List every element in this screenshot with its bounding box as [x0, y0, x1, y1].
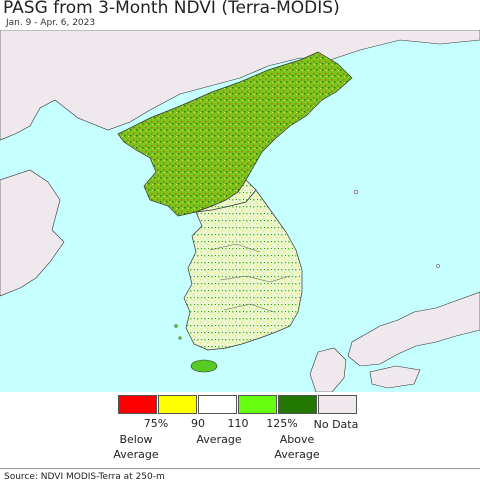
legend-swatch-90-110 — [198, 395, 237, 414]
map-date-range: Jan. 9 - Apr. 6, 2023 — [6, 18, 96, 28]
north-korea-landmass — [117, 51, 353, 217]
china-west-coast — [0, 169, 65, 297]
legend-swatch-no-data — [318, 395, 357, 414]
japan-landmass — [347, 291, 480, 367]
dmz-boundary — [195, 189, 257, 213]
south-korea-landmass — [183, 179, 303, 351]
ndvi-map — [0, 30, 480, 392]
japan-kyushu — [309, 347, 347, 392]
legend-tick: 75% — [143, 417, 169, 430]
legend-tick: 110 — [227, 417, 249, 430]
legend-category-below: Below Average — [113, 433, 159, 461]
legend-tick: 90 — [191, 417, 205, 430]
legend-swatch-75-90 — [158, 395, 197, 414]
legend-tick: 125% — [266, 417, 298, 430]
province-lines — [209, 243, 291, 313]
legend-category-nodata: No Data — [313, 418, 359, 431]
map-source: Source: NDVI MODIS-Terra at 250-m — [0, 468, 480, 485]
legend-category-above: Above Average — [274, 433, 320, 461]
islet — [353, 189, 359, 195]
legend-swatch-below-75 — [118, 395, 157, 414]
legend-swatch-above-125 — [278, 395, 317, 414]
islet — [174, 324, 178, 328]
islet — [178, 336, 182, 340]
japan-shikoku — [369, 365, 421, 389]
map-title: PASG from 3-Month NDVI (Terra-MODIS) — [3, 0, 340, 18]
map-legend: 75% 90 110 125% Below Average Average Abo… — [0, 395, 480, 465]
legend-swatch-110-125 — [238, 395, 277, 414]
china-landmass — [0, 30, 480, 141]
islet — [436, 264, 440, 268]
jeju-island — [190, 359, 218, 373]
legend-category-average: Average — [196, 433, 242, 446]
